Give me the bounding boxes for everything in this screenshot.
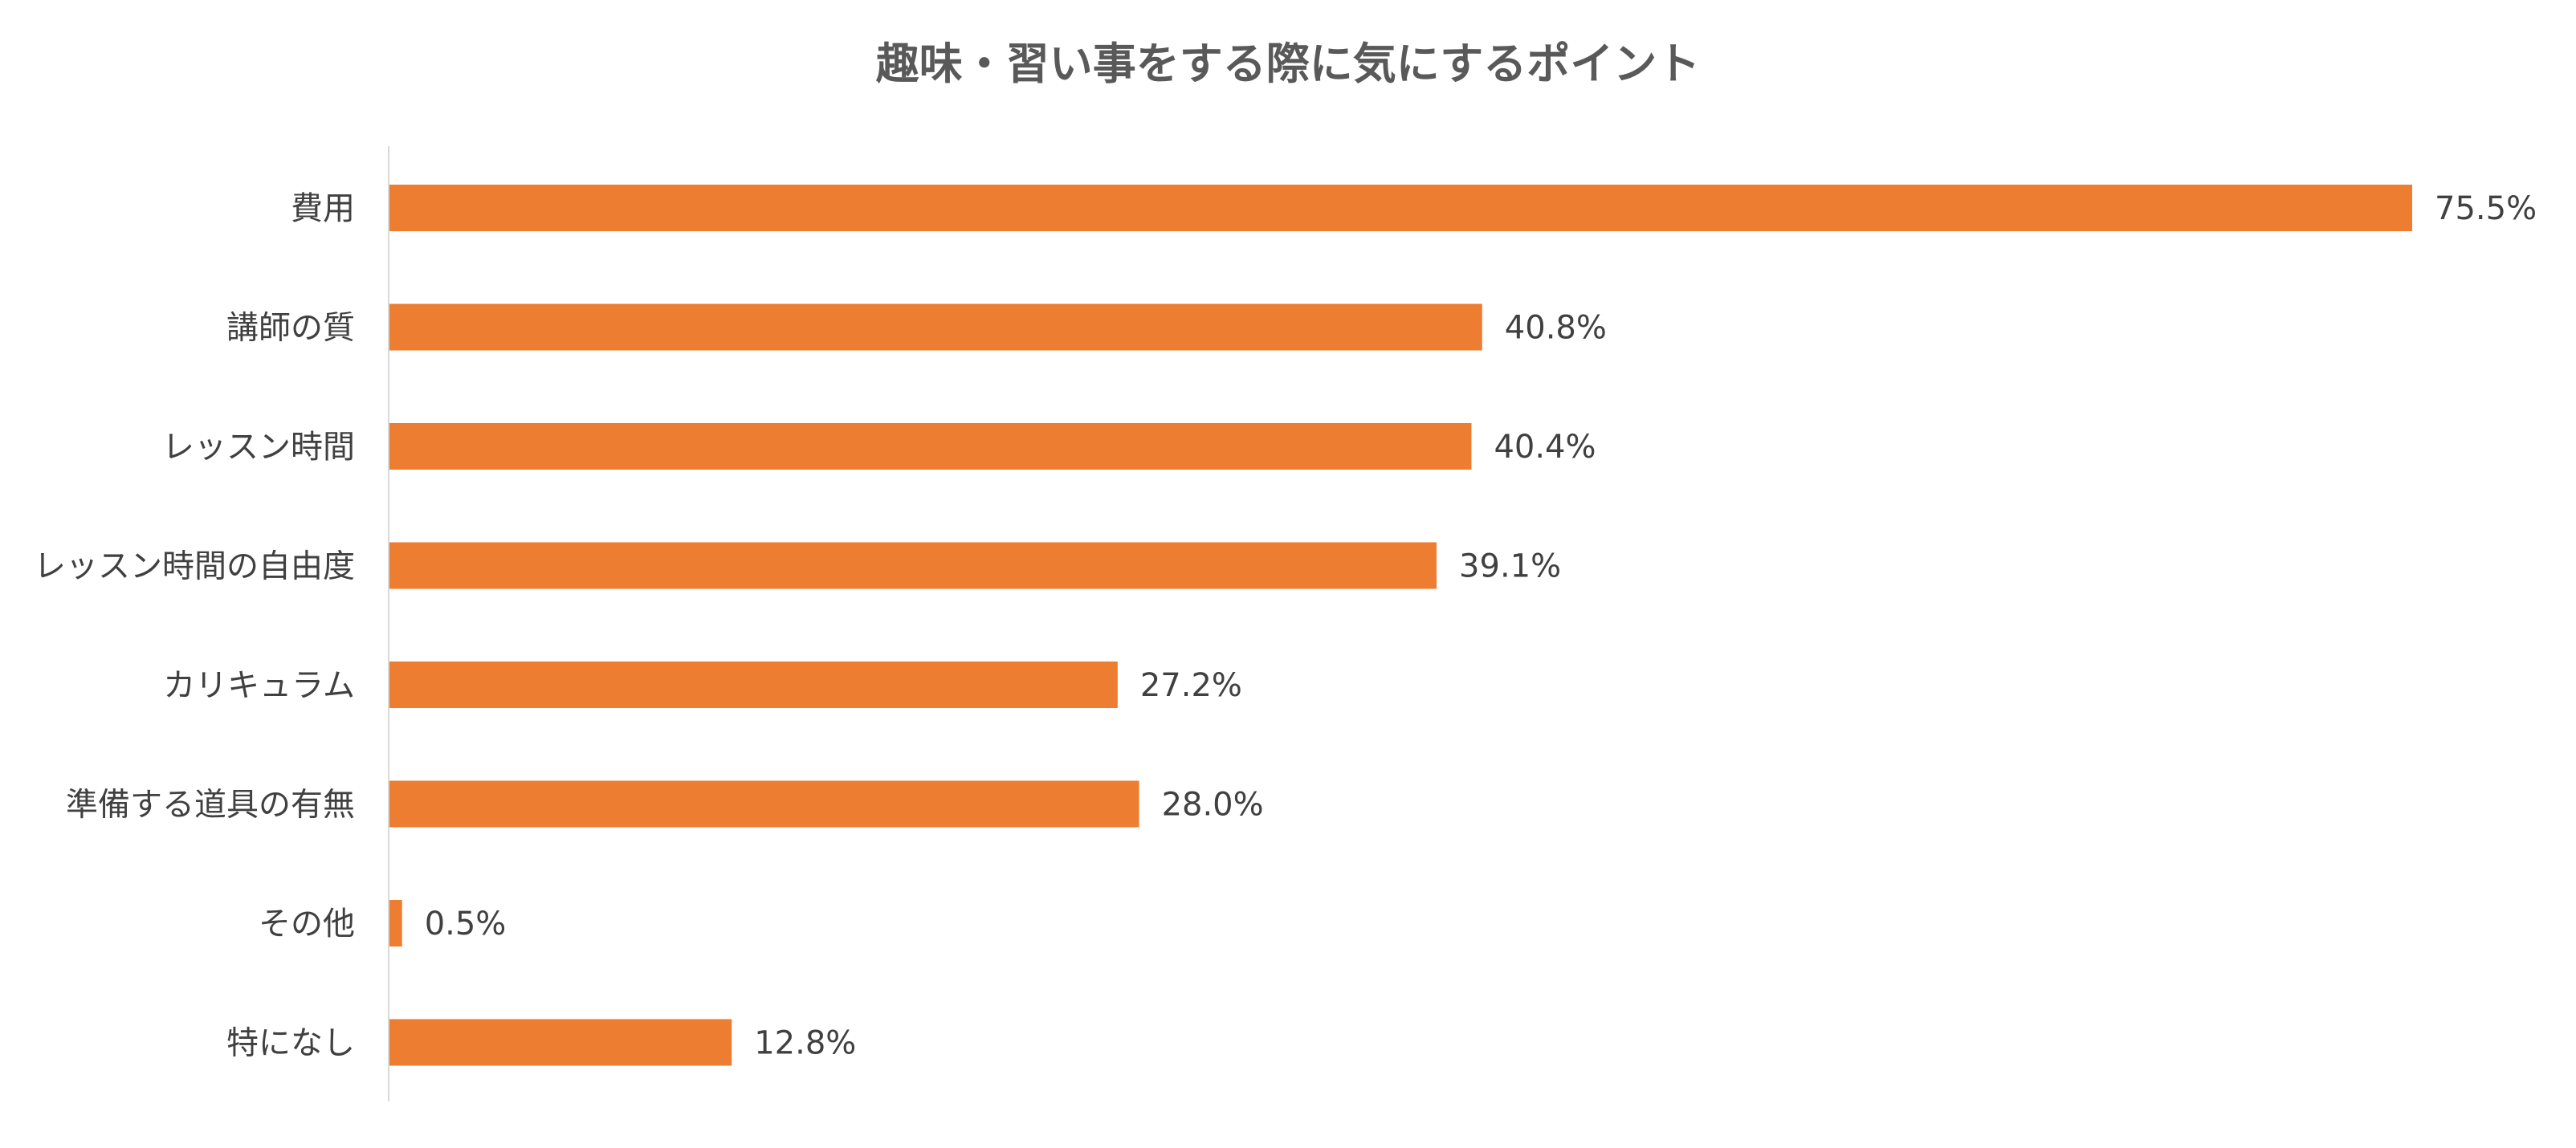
category-label-6: その他 bbox=[259, 906, 355, 942]
value-label-4: 27.2% bbox=[1140, 667, 1242, 704]
bars-group bbox=[389, 185, 2412, 1066]
bar-7 bbox=[389, 1019, 732, 1066]
bar-5 bbox=[389, 780, 1139, 828]
chart-title: 趣味・習い事をする際に気にするポイント bbox=[876, 39, 1701, 89]
value-label-0: 75.5% bbox=[2435, 190, 2537, 227]
bar-6 bbox=[389, 900, 402, 946]
category-label-5: 準備する道具の有無 bbox=[66, 787, 355, 824]
bar-3 bbox=[389, 542, 1437, 589]
bar-1 bbox=[389, 303, 1482, 351]
category-label-7: 特になし bbox=[226, 1025, 355, 1062]
value-label-3: 39.1% bbox=[1459, 548, 1561, 585]
category-labels-group: 費用講師の質レッスン時間レッスン時間の自由度カリキュラム準備する道具の有無その他… bbox=[34, 190, 355, 1062]
category-label-0: 費用 bbox=[291, 190, 355, 227]
bar-0 bbox=[389, 185, 2412, 231]
value-label-1: 40.8% bbox=[1505, 310, 1607, 347]
bar-4 bbox=[389, 662, 1118, 708]
value-label-5: 28.0% bbox=[1162, 787, 1264, 824]
category-label-2: レッスン時間 bbox=[162, 429, 355, 466]
value-label-2: 40.4% bbox=[1494, 429, 1596, 466]
bar-2 bbox=[389, 423, 1472, 470]
category-label-1: 講師の質 bbox=[226, 310, 355, 347]
category-label-3: レッスン時間の自由度 bbox=[34, 548, 355, 585]
value-label-7: 12.8% bbox=[754, 1025, 856, 1062]
category-label-4: カリキュラム bbox=[163, 667, 355, 704]
value-labels-group: 75.5% 40.8% 40.4% 39.1% 27.2% 28.0% 0.5% 12.8% bbox=[425, 190, 2537, 1062]
value-label-6: 0.5% bbox=[425, 906, 507, 942]
